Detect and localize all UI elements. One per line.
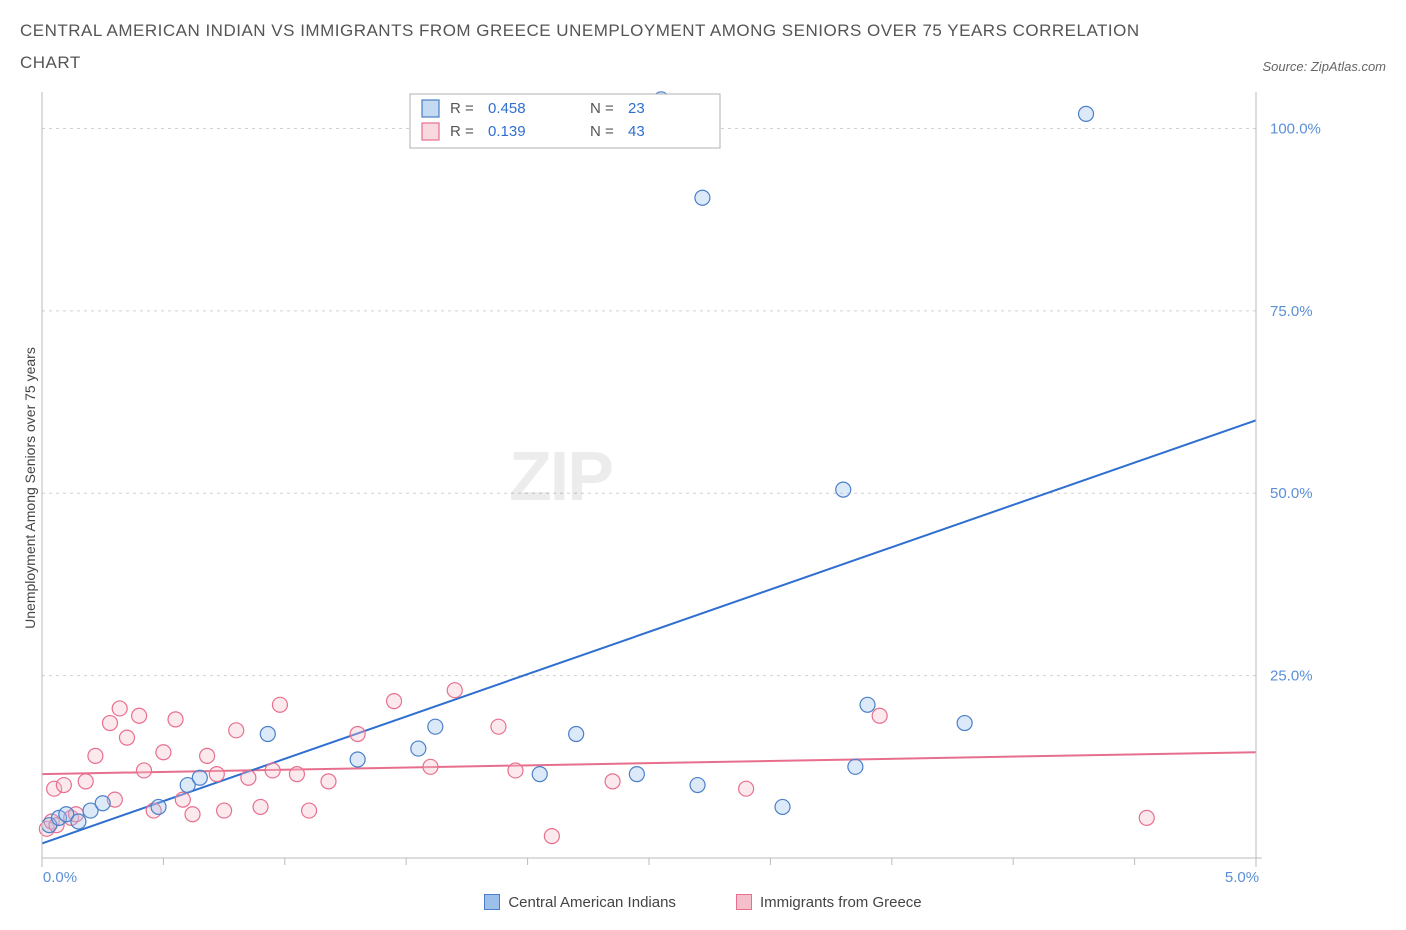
svg-text:N =: N =: [590, 100, 614, 117]
svg-text:25.0%: 25.0%: [1270, 667, 1313, 684]
svg-text:R =: R =: [450, 123, 474, 140]
legend-label-blue: Central American Indians: [508, 894, 676, 911]
chart-title: CENTRAL AMERICAN INDIAN VS IMMIGRANTS FR…: [20, 15, 1140, 80]
svg-text:50.0%: 50.0%: [1270, 485, 1313, 502]
legend-swatch-pink: [736, 894, 752, 910]
svg-text:5.0%: 5.0%: [1225, 869, 1259, 886]
svg-text:R =: R =: [450, 100, 474, 117]
svg-text:75.0%: 75.0%: [1270, 302, 1313, 319]
source-label: Source: ZipAtlas.com: [1262, 59, 1386, 80]
svg-text:0.458: 0.458: [488, 100, 526, 117]
legend-swatch-blue: [484, 894, 500, 910]
legend: Central American Indians Immigrants from…: [20, 894, 1386, 911]
y-axis-label: Unemployment Among Seniors over 75 years: [22, 347, 38, 629]
legend-item-blue: Central American Indians: [484, 894, 676, 911]
legend-label-pink: Immigrants from Greece: [760, 894, 922, 911]
svg-text:N =: N =: [590, 123, 614, 140]
svg-text:43: 43: [628, 123, 645, 140]
scatter-chart: 25.0% 50.0% 75.0% 100.0% ZIPatlas 0.0% 5.0% R =…: [20, 88, 1340, 888]
legend-item-pink: Immigrants from Greece: [736, 894, 922, 911]
svg-text:0.0%: 0.0%: [43, 869, 77, 886]
svg-text:ZIPatlas: ZIPatlas: [509, 437, 750, 515]
svg-text:0.139: 0.139: [488, 123, 526, 140]
svg-text:23: 23: [628, 100, 645, 117]
svg-text:100.0%: 100.0%: [1270, 120, 1321, 137]
